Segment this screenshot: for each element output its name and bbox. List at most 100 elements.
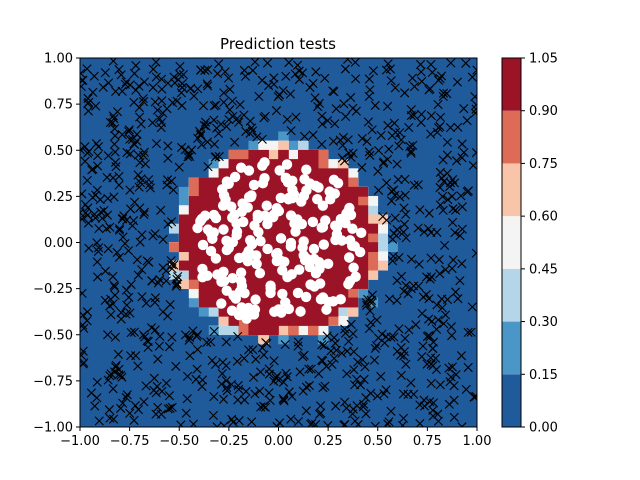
scatter-point-x [80,142,90,152]
scatter-point-circle [226,201,237,212]
contour-cell [258,205,269,216]
scatter-point-x [353,419,363,427]
scatter-point-x [424,314,434,324]
scatter-point-x [340,324,350,334]
scatter-point-x [401,280,411,291]
scatter-point-x [114,225,125,235]
scatter-point-x [92,161,103,171]
contour-cell [357,242,369,253]
scatter-point-x [379,389,389,399]
scatter-point-x [370,421,380,427]
scatter-point-x [437,191,448,202]
scatter-point-x [169,260,179,270]
scatter-point-x [126,351,136,361]
contour-cell [307,168,319,179]
contour-cell [357,196,369,206]
scatter-point-x [271,373,281,383]
scatter-point-circle [221,244,233,256]
scatter-point-x [195,129,206,139]
contour-cell [288,168,299,179]
scatter-point-x [394,141,404,151]
contour-cell [208,159,220,169]
scatter-point-circle [349,241,360,252]
scatter-point-x [109,280,119,290]
contour-cell [337,316,349,326]
scatter-point-x [461,384,471,395]
scatter-point-x [471,148,477,158]
scatter-point-x [191,374,201,384]
scatter-point-x [188,326,198,336]
scatter-point-x [109,139,120,149]
scatter-point-circle [236,280,248,292]
scatter-point-x [406,105,416,115]
scatter-point-x [128,216,139,226]
scatter-point-x [298,386,308,396]
contour-cell [248,149,259,160]
contour-cell [268,260,279,271]
contour-cell [258,149,269,160]
scatter-point-x [133,170,143,180]
scatter-point-x [151,58,161,67]
scatter-point-x [435,182,445,193]
scatter-point-x [317,119,327,129]
scatter-point-x [451,156,462,166]
scatter-point-x [202,137,213,147]
scatter-point-x [117,86,127,96]
scatter-point-x [156,205,166,215]
scatter-point-x [221,121,232,132]
scatter-point-x [394,252,404,263]
contour-cell [248,159,259,169]
contour-cell [298,149,309,160]
scatter-point-circle [257,160,268,171]
scatter-point-x [141,298,151,308]
scatter-point-x [371,341,382,351]
contour-cell [298,205,309,216]
scatter-point-x [392,346,402,356]
contour-cell [248,168,259,179]
scatter-point-circle [310,268,322,279]
scatter-point-circle [255,235,266,247]
contour-cell [347,196,359,206]
scatter-point-x [166,217,177,227]
scatter-point-x [225,84,235,94]
scatter-point-x [248,65,258,76]
colorbar-tick-label: 0.15 [529,368,558,383]
scatter-point-x [439,240,450,251]
scatter-point-x [126,328,136,338]
scatter-point-x [262,58,273,68]
scatter-point-x [344,336,354,346]
scatter-point-x [340,64,351,74]
contour-cell [178,260,190,271]
scatter-point-x [426,378,436,388]
scatter-point-x [365,85,375,95]
scatter-point-x [401,233,411,243]
contour-cell [238,223,250,234]
contour-cell [377,214,388,225]
scatter-point-x [239,395,250,405]
contour-cell [169,242,180,253]
contour-cell [317,251,329,262]
scatter-point-circle [307,216,319,228]
contour-cell [188,205,200,216]
scatter-point-x [327,359,337,369]
scatter-point-x [245,116,255,126]
scatter-point-circle [296,196,307,207]
scatter-point-x [203,162,213,172]
scatter-point-x [394,324,404,334]
scatter-point-x [386,76,396,86]
contour-cell [228,279,240,289]
x-tick-label: 0.25 [314,434,343,449]
scatter-point-x [131,60,141,71]
contour-cell [337,260,349,271]
scatter-point-x [248,345,258,355]
contour-cell [258,251,269,262]
scatter-point-x [445,123,456,133]
scatter-point-x [386,196,397,206]
colorbar-tick-label: 0.90 [529,104,558,119]
contour-cell [198,306,210,317]
scatter-point-x [185,151,195,162]
scatter-point-x [348,103,358,113]
contour-cell [218,214,230,225]
scatter-point-x [232,356,242,366]
scatter-point-x [306,419,316,427]
